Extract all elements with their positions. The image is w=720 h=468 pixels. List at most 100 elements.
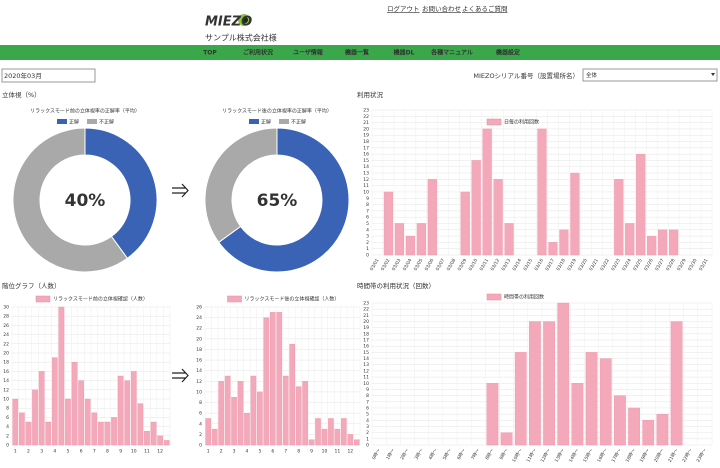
- bar: [482, 128, 492, 256]
- legend-swatch: [57, 119, 67, 124]
- x-tick-label: 20時〜: [653, 447, 666, 463]
- y-tick-label: 1: [366, 246, 369, 252]
- x-tick-label: 9: [119, 449, 122, 455]
- y-tick-label: 20: [3, 351, 9, 357]
- serial-value: 全体: [586, 71, 598, 79]
- y-tick-label: 8: [6, 406, 9, 412]
- month-input[interactable]: [1, 68, 96, 83]
- y-tick-label: 17: [363, 338, 369, 344]
- bar: [341, 418, 347, 446]
- y-tick-label: 19: [363, 325, 369, 331]
- select-caret: [711, 73, 715, 76]
- y-tick-label: 30: [3, 305, 9, 311]
- y-tick-label: 17: [363, 145, 369, 151]
- x-tick-label: 03/13: [500, 258, 512, 272]
- x-tick-label: 8時〜: [484, 447, 495, 461]
- legend-label: 不正解: [99, 119, 114, 126]
- bar: [405, 235, 415, 256]
- nav-item[interactable]: ユーザ情報: [293, 49, 324, 57]
- arrow: [172, 183, 189, 198]
- y-tick-label: 9: [366, 387, 369, 393]
- x-tick-label: 03/04: [402, 258, 414, 272]
- bar: [656, 413, 669, 446]
- bar: [658, 229, 668, 256]
- x-tick-label: 6: [271, 449, 274, 455]
- legend-swatch: [227, 295, 242, 303]
- y-tick-label: 6: [366, 215, 369, 221]
- y-tick-label: 4: [366, 227, 369, 233]
- x-tick-label: 11時〜: [525, 447, 538, 463]
- y-tick-label: 16: [363, 152, 369, 158]
- y-tick-label: 23: [363, 108, 369, 114]
- x-tick-label: 03/17: [544, 258, 556, 272]
- nav-item[interactable]: 機器DL: [394, 49, 415, 57]
- x-tick-label: 03/30: [687, 258, 699, 272]
- bar: [163, 440, 170, 446]
- bar: [504, 223, 514, 256]
- bar: [570, 172, 580, 256]
- bar: [45, 421, 52, 446]
- legend-label: 日毎の利用回数: [504, 119, 539, 126]
- x-tick-label: 03/11: [479, 258, 491, 272]
- chart-title: リラックスモード前の立体視率の正解率（平均）: [30, 108, 140, 115]
- header-link[interactable]: よくあるご質問: [462, 4, 508, 13]
- legend-label: 正解: [69, 119, 79, 126]
- header-link[interactable]: ログアウト: [387, 4, 420, 13]
- nav-item[interactable]: ご利用状況: [243, 49, 273, 57]
- y-tick-label: 26: [196, 305, 202, 311]
- legend-label: 正解: [261, 119, 271, 126]
- y-tick-label: 4: [6, 424, 9, 430]
- x-tick-label: 03/31: [698, 258, 710, 272]
- bar: [315, 418, 321, 446]
- bar: [416, 223, 426, 256]
- x-tick-label: 5: [258, 449, 261, 455]
- logo-eye: [242, 17, 248, 23]
- bar: [130, 371, 137, 446]
- y-tick-label: 8: [366, 393, 369, 399]
- x-tick-label: 10時〜: [511, 447, 524, 463]
- x-tick-label: 03/28: [665, 258, 677, 272]
- nav-item[interactable]: 各種マニュアル: [430, 49, 473, 57]
- header-link[interactable]: お問い合わせ: [422, 4, 461, 13]
- bar: [642, 420, 655, 446]
- y-tick-label: 2: [366, 430, 369, 436]
- x-tick-label: 10: [131, 449, 137, 455]
- y-tick-label: 0: [366, 443, 369, 449]
- nav-item[interactable]: 機器設定: [496, 49, 520, 57]
- y-tick-label: 8: [199, 400, 202, 406]
- x-tick-label: 4: [53, 449, 56, 455]
- center-label: 40%: [65, 191, 106, 211]
- y-tick-label: 3: [366, 424, 369, 430]
- bar: [537, 128, 547, 256]
- legend-swatch: [35, 295, 51, 303]
- bar: [529, 321, 541, 446]
- nav-item[interactable]: 機器一覧: [345, 49, 369, 57]
- donut-segment: [204, 127, 278, 244]
- x-tick-label: 03/07: [435, 258, 447, 272]
- x-tick-label: 22時〜: [681, 447, 694, 463]
- bar: [353, 439, 360, 446]
- x-tick-label: 03/01: [369, 258, 381, 272]
- y-tick-label: 12: [196, 379, 202, 385]
- x-tick-label: 03/14: [511, 258, 523, 272]
- y-tick-label: 22: [196, 326, 202, 332]
- bar: [91, 412, 98, 446]
- nav-item[interactable]: TOP: [203, 50, 217, 57]
- y-tick-label: 2: [6, 433, 9, 439]
- legend-swatch: [249, 119, 259, 124]
- x-tick-label: 2: [27, 449, 30, 455]
- section-title: 時間帯の利用状況（回数）: [357, 281, 435, 290]
- x-tick-label: 03/25: [632, 258, 644, 272]
- bar: [636, 153, 646, 256]
- x-tick-label: 14時〜: [568, 447, 581, 463]
- x-tick-label: 15時〜: [582, 447, 595, 463]
- y-tick-label: 18: [196, 347, 202, 353]
- y-tick-label: 11: [363, 375, 369, 381]
- donut-segment: [12, 127, 129, 273]
- y-tick-label: 16: [3, 369, 9, 375]
- serial-select[interactable]: [582, 68, 718, 82]
- x-tick-label: 21時〜: [667, 447, 680, 463]
- x-tick-label: 7: [284, 449, 287, 455]
- month-value: 2020年03月: [4, 71, 42, 80]
- x-tick-label: 19時〜: [639, 447, 652, 463]
